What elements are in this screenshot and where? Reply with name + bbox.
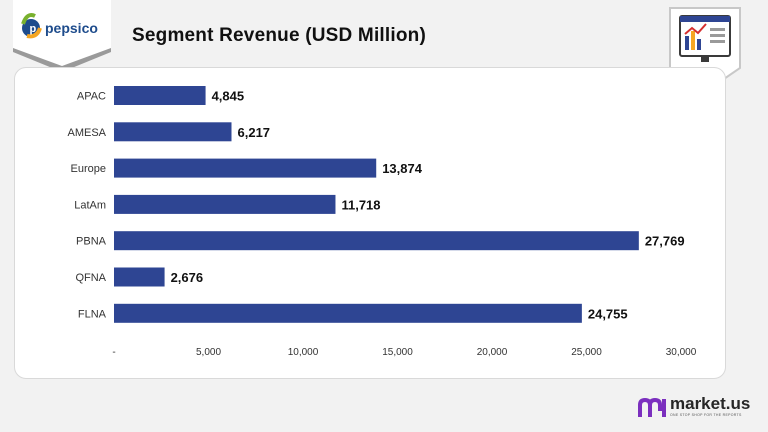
bar [114,158,377,178]
logo-badge: p pepsico [13,0,111,72]
category-label: FLNA [78,308,107,320]
bar [114,194,336,214]
category-label: LatAm [74,199,106,211]
bar [114,231,639,251]
market-us-logo-icon [638,397,666,417]
bar [114,267,165,287]
bar [114,86,206,105]
svg-text:p: p [30,23,37,35]
data-label: 11,718 [341,197,380,212]
category-label: PBNA [76,236,107,248]
x-tick-label: 30,000 [666,347,697,358]
data-label: 6,217 [238,125,271,140]
x-tick-label: - [112,347,115,358]
report-dashboard-icon [679,15,731,62]
x-tick-label: 25,000 [571,347,602,358]
bar [114,122,232,142]
x-tick-label: 5,000 [196,347,221,358]
x-tick-label: 15,000 [382,347,413,358]
chart-panel: APAC 4,845 AMESA 6,217 Europe 13,874 LatAm 11,7… [14,67,726,379]
category-label: AMESA [67,127,106,139]
x-tick-label: 10,000 [288,347,319,358]
data-label: 2,676 [171,270,204,285]
pepsico-logo-icon: p [21,13,42,39]
data-label: 27,769 [645,234,685,249]
logo-text: pepsico [45,20,98,36]
data-label: 4,845 [212,89,245,104]
bar-chart: APAC 4,845 AMESA 6,217 Europe 13,874 LatAm 11,7… [67,86,697,358]
data-label: 13,874 [382,161,423,176]
category-label: Europe [71,163,106,175]
brand-name: market.us [670,394,751,413]
category-label: QFNA [75,272,106,284]
x-tick-label: 20,000 [477,347,508,358]
category-label: APAC [77,91,106,103]
bar [114,303,582,323]
page-title: Segment Revenue (USD Million) [132,25,427,46]
data-label: 24,755 [588,306,628,321]
market-us-brand: market.us ONE STOP SHOP FOR THE REPORTS [637,394,757,424]
brand-tagline: ONE STOP SHOP FOR THE REPORTS [670,413,742,417]
